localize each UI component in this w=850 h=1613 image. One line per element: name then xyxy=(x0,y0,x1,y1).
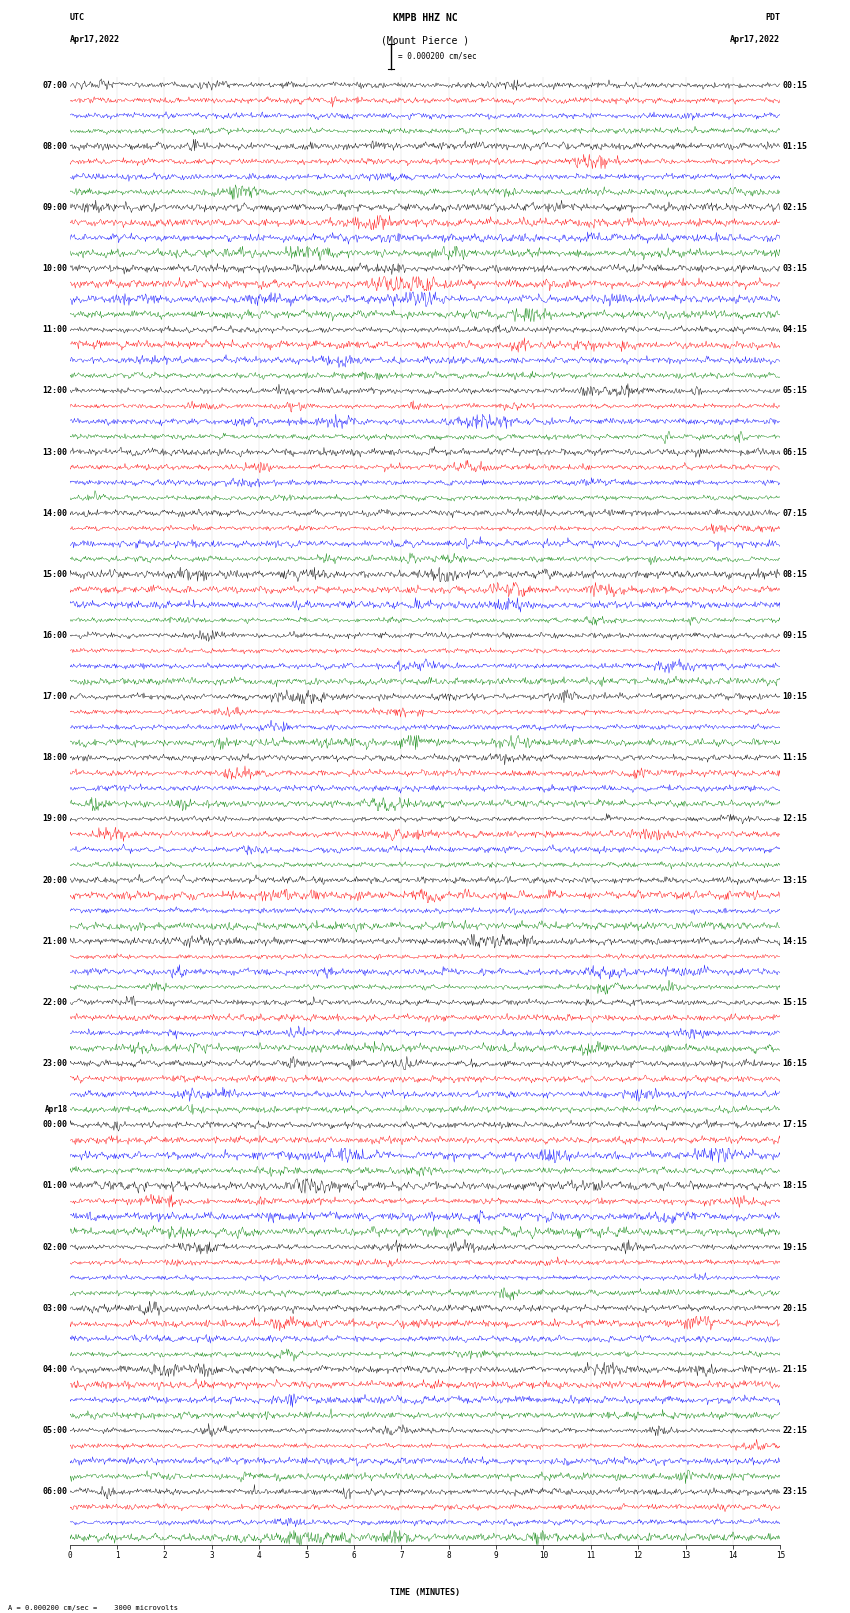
Text: 16:15: 16:15 xyxy=(783,1060,808,1068)
Text: 21:00: 21:00 xyxy=(42,937,67,945)
Text: 11:15: 11:15 xyxy=(783,753,808,763)
Text: Apr17,2022: Apr17,2022 xyxy=(70,35,120,45)
Text: 02:00: 02:00 xyxy=(42,1242,67,1252)
Text: 12:00: 12:00 xyxy=(42,387,67,395)
Text: 08:00: 08:00 xyxy=(42,142,67,150)
Text: 10:15: 10:15 xyxy=(783,692,808,702)
Text: 06:00: 06:00 xyxy=(42,1487,67,1497)
Text: 20:15: 20:15 xyxy=(783,1303,808,1313)
Text: 11:00: 11:00 xyxy=(42,326,67,334)
Text: 01:00: 01:00 xyxy=(42,1181,67,1190)
Text: 18:00: 18:00 xyxy=(42,753,67,763)
Text: 13:00: 13:00 xyxy=(42,447,67,456)
Text: = 0.000200 cm/sec: = 0.000200 cm/sec xyxy=(398,52,476,61)
Text: (Mount Pierce ): (Mount Pierce ) xyxy=(381,35,469,45)
Text: 17:00: 17:00 xyxy=(42,692,67,702)
Text: 23:15: 23:15 xyxy=(783,1487,808,1497)
Text: Apr17,2022: Apr17,2022 xyxy=(730,35,780,45)
Text: 08:15: 08:15 xyxy=(783,569,808,579)
Text: TIME (MINUTES): TIME (MINUTES) xyxy=(390,1587,460,1597)
Text: 13:15: 13:15 xyxy=(783,876,808,884)
Text: 05:15: 05:15 xyxy=(783,387,808,395)
Text: 04:15: 04:15 xyxy=(783,326,808,334)
Text: 14:00: 14:00 xyxy=(42,508,67,518)
Text: 07:15: 07:15 xyxy=(783,508,808,518)
Text: 00:15: 00:15 xyxy=(783,81,808,90)
Text: 18:15: 18:15 xyxy=(783,1181,808,1190)
Text: 03:15: 03:15 xyxy=(783,265,808,273)
Text: 05:00: 05:00 xyxy=(42,1426,67,1436)
Text: 22:00: 22:00 xyxy=(42,998,67,1007)
Text: 01:15: 01:15 xyxy=(783,142,808,150)
Text: KMPB HHZ NC: KMPB HHZ NC xyxy=(393,13,457,23)
Text: 16:00: 16:00 xyxy=(42,631,67,640)
Text: 17:15: 17:15 xyxy=(783,1121,808,1129)
Text: 09:00: 09:00 xyxy=(42,203,67,211)
Text: 15:00: 15:00 xyxy=(42,569,67,579)
Text: 00:00: 00:00 xyxy=(42,1121,67,1129)
Text: UTC: UTC xyxy=(70,13,85,23)
Text: Apr18: Apr18 xyxy=(44,1105,67,1115)
Text: 09:15: 09:15 xyxy=(783,631,808,640)
Text: 21:15: 21:15 xyxy=(783,1365,808,1374)
Text: 10:00: 10:00 xyxy=(42,265,67,273)
Text: 20:00: 20:00 xyxy=(42,876,67,884)
Text: 02:15: 02:15 xyxy=(783,203,808,211)
Text: 06:15: 06:15 xyxy=(783,447,808,456)
Text: 03:00: 03:00 xyxy=(42,1303,67,1313)
Text: 14:15: 14:15 xyxy=(783,937,808,945)
Text: 22:15: 22:15 xyxy=(783,1426,808,1436)
Text: 19:15: 19:15 xyxy=(783,1242,808,1252)
Text: 23:00: 23:00 xyxy=(42,1060,67,1068)
Text: 19:00: 19:00 xyxy=(42,815,67,824)
Text: 12:15: 12:15 xyxy=(783,815,808,824)
Text: 04:00: 04:00 xyxy=(42,1365,67,1374)
Text: 15:15: 15:15 xyxy=(783,998,808,1007)
Text: PDT: PDT xyxy=(765,13,780,23)
Text: 07:00: 07:00 xyxy=(42,81,67,90)
Text: A = 0.000200 cm/sec =    3000 microvolts: A = 0.000200 cm/sec = 3000 microvolts xyxy=(8,1605,178,1611)
